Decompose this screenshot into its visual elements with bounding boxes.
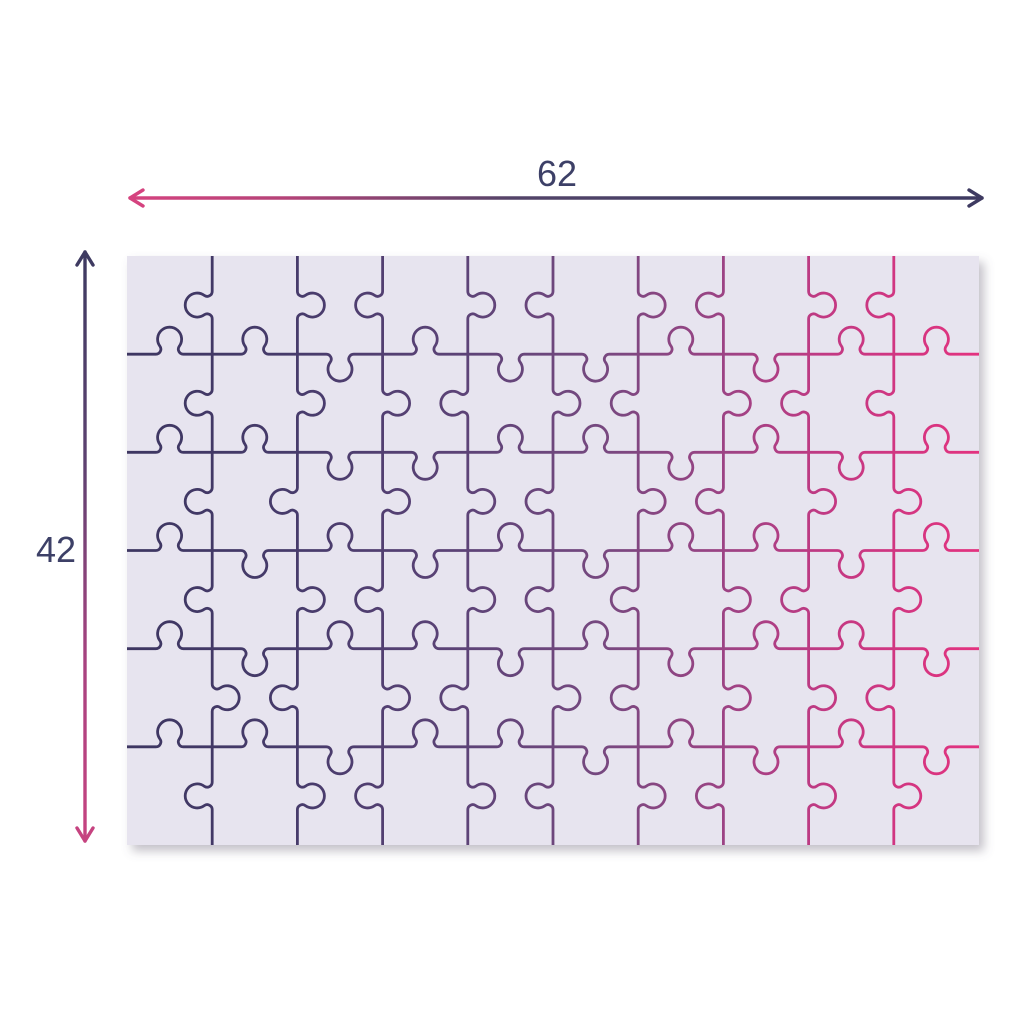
width-dimension-arrow xyxy=(128,188,984,208)
puzzle-column-line xyxy=(183,256,241,845)
puzzle-column-line xyxy=(865,256,923,845)
arrow-head-icon xyxy=(967,188,984,208)
puzzle-row-line xyxy=(127,325,979,383)
arrow-head-icon xyxy=(75,250,95,267)
puzzle-column-line xyxy=(269,256,326,845)
puzzle-column-line xyxy=(695,256,752,845)
puzzle-column-line xyxy=(609,256,667,845)
height-dimension-arrow xyxy=(75,250,95,843)
puzzle-row-line xyxy=(127,620,979,677)
puzzle-column-line xyxy=(524,256,582,845)
puzzle-row-line xyxy=(127,718,979,776)
arrow-head-icon xyxy=(75,826,95,843)
puzzle-column-line xyxy=(354,256,411,845)
puzzle-row-line xyxy=(127,424,979,481)
puzzle-column-line xyxy=(439,256,497,845)
puzzle-piece-grid xyxy=(127,256,979,845)
width-dimension-label: 62 xyxy=(537,153,577,194)
arrow-head-icon xyxy=(128,188,145,208)
puzzle-row-line xyxy=(127,522,979,579)
puzzle-column-line xyxy=(780,256,837,845)
height-dimension-label: 42 xyxy=(36,529,76,570)
